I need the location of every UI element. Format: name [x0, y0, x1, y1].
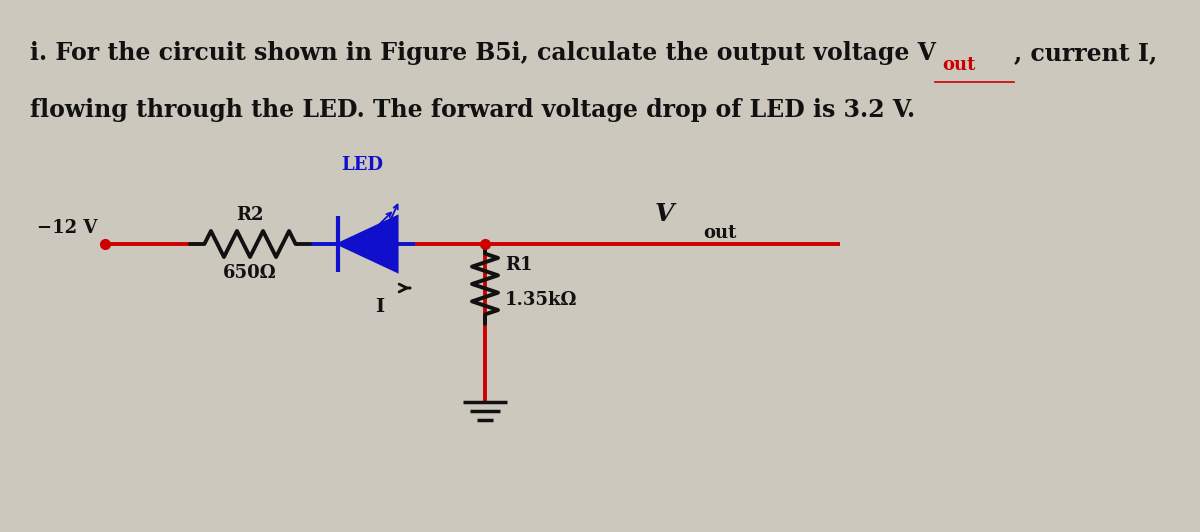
Text: I: I	[376, 298, 384, 316]
Text: R1: R1	[505, 256, 533, 274]
Text: flowing through the LED. The forward voltage drop of LED is 3.2 V.: flowing through the LED. The forward vol…	[30, 98, 916, 122]
Text: i. For the circuit shown in Figure B5i, calculate the output voltage V: i. For the circuit shown in Figure B5i, …	[30, 41, 936, 65]
Text: 650Ω: 650Ω	[223, 264, 277, 282]
Text: R2: R2	[236, 206, 264, 224]
Text: −12 V: −12 V	[37, 219, 97, 237]
Polygon shape	[337, 216, 397, 272]
Text: 1.35kΩ: 1.35kΩ	[505, 291, 577, 309]
Text: , current I,: , current I,	[1014, 41, 1157, 65]
Text: V: V	[655, 202, 674, 226]
Text: out: out	[703, 224, 737, 242]
Text: out: out	[942, 56, 976, 74]
Text: LED: LED	[342, 156, 384, 174]
